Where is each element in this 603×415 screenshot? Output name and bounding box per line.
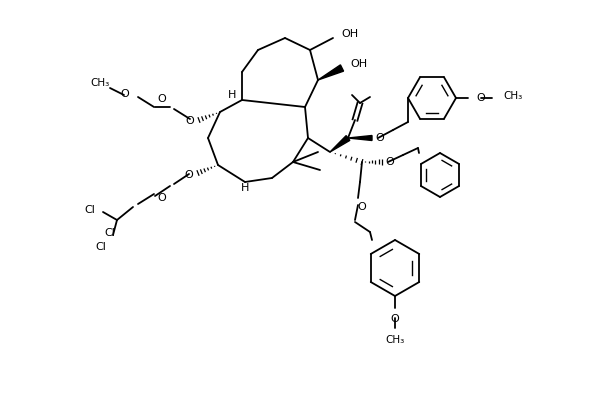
Polygon shape — [348, 136, 372, 141]
Text: CH₃: CH₃ — [503, 91, 522, 101]
Text: O: O — [476, 93, 485, 103]
Text: O: O — [185, 170, 193, 180]
Text: O: O — [120, 89, 129, 99]
Text: O: O — [385, 157, 394, 167]
Text: H: H — [241, 183, 249, 193]
Text: CH₃: CH₃ — [385, 335, 405, 345]
Text: H: H — [228, 90, 236, 100]
Text: OH: OH — [341, 29, 358, 39]
Text: O: O — [157, 193, 166, 203]
Text: Cl: Cl — [104, 228, 115, 238]
Text: OH: OH — [350, 59, 367, 69]
Text: Cl: Cl — [84, 205, 95, 215]
Text: Cl: Cl — [95, 242, 106, 252]
Polygon shape — [330, 136, 350, 152]
Text: O: O — [157, 94, 166, 104]
Text: O: O — [185, 116, 194, 126]
Polygon shape — [318, 65, 344, 80]
Text: O: O — [391, 314, 399, 324]
Text: O: O — [358, 202, 367, 212]
Text: O: O — [375, 133, 384, 143]
Text: CH₃: CH₃ — [90, 78, 110, 88]
